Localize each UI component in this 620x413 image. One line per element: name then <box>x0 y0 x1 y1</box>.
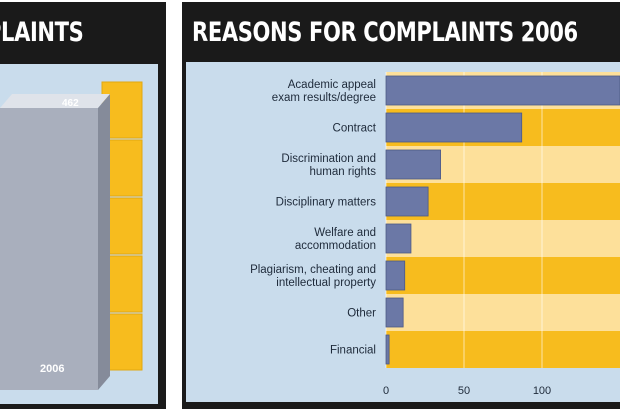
row-band <box>386 331 620 368</box>
category-label: Financial <box>330 345 376 357</box>
category-label: Contract <box>333 123 377 135</box>
category-label: Plagiarism, cheating and intellectual pro… <box>250 264 376 289</box>
bar <box>385 75 620 106</box>
category-label: Other <box>347 308 376 320</box>
bar <box>385 297 404 328</box>
left-3d-bar-chart: 462 2006 <box>0 81 143 390</box>
reasons-bar-chart: Academic appeal exam results/degree Contra… <box>250 72 620 397</box>
bar <box>385 112 523 143</box>
category-label: Academic appeal exam results/degree <box>272 79 376 104</box>
bar-top-face <box>0 94 110 108</box>
row-band <box>386 257 620 294</box>
bar-value-label: 462 <box>62 98 79 109</box>
category-label: Discrimination and human rights <box>281 153 376 178</box>
x-tick-label: 50 <box>458 385 470 397</box>
bar-front-face <box>0 108 98 390</box>
bar <box>385 334 390 365</box>
bar <box>385 186 429 217</box>
left-plot-area: 462 2006 <box>0 64 158 404</box>
category-label: Disciplinary matters <box>276 197 377 209</box>
chart-title: REASONS FOR COMPLAINTS 2006 <box>192 17 578 48</box>
x-tick-label: 100 <box>533 385 551 397</box>
bar <box>385 223 412 254</box>
row-band <box>386 294 620 331</box>
bar-side-face <box>98 94 110 390</box>
x-tick-label: 0 <box>383 385 389 397</box>
left-chart-panel: PLAINTS 462 2006 <box>0 2 166 409</box>
bar <box>385 260 406 291</box>
category-label: Welfare and accommodation <box>295 227 376 252</box>
row-band <box>386 220 620 257</box>
right-plot-area: Academic appeal exam results/degree Contra… <box>186 62 620 402</box>
bar <box>385 149 441 180</box>
bar-year-label: 2006 <box>40 363 64 375</box>
left-panel-title: PLAINTS <box>0 17 84 48</box>
